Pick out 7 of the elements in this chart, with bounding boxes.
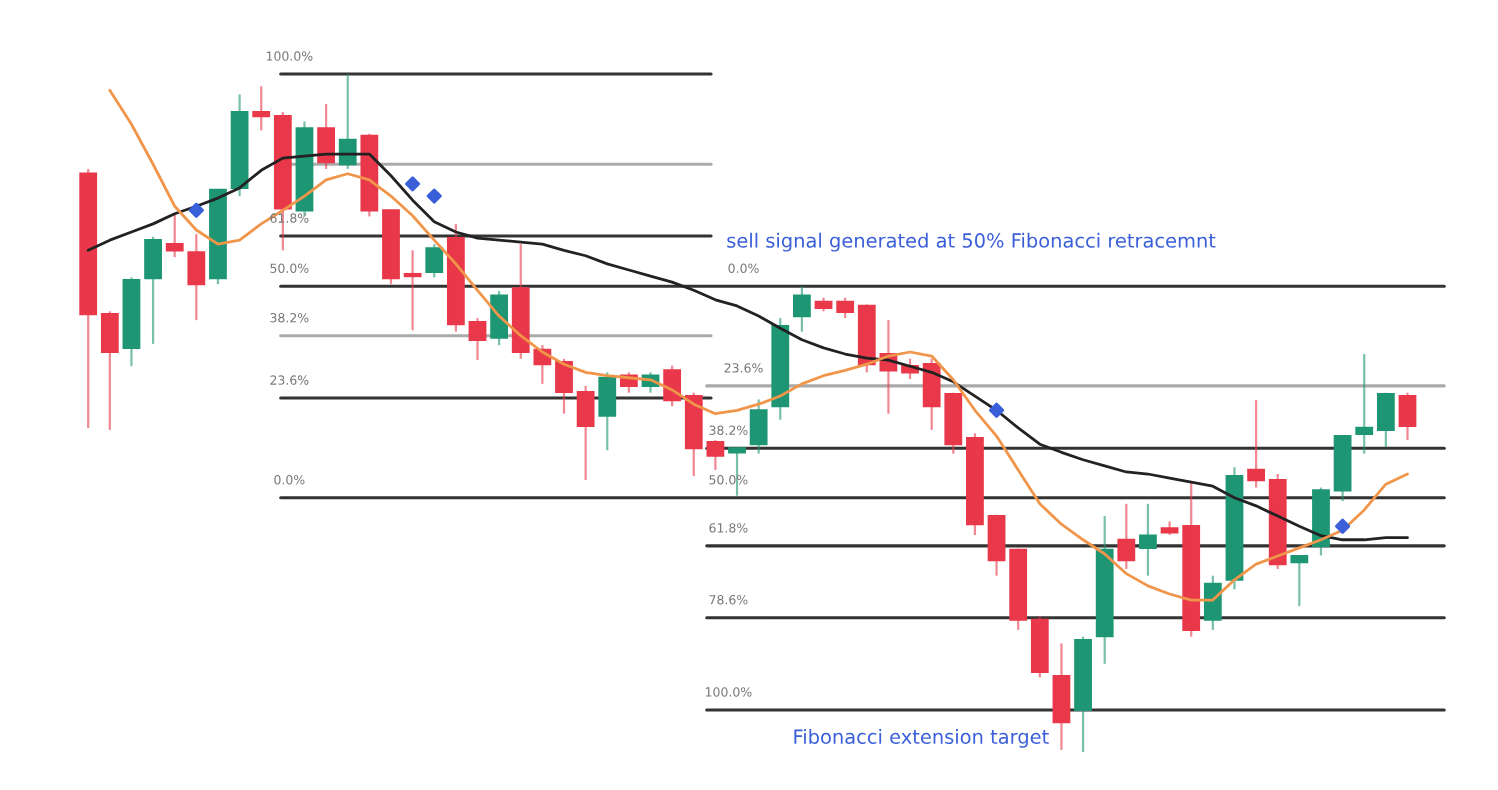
annotation: sell signal generated at 50% Fibonacci retracemnt: [727, 232, 1216, 252]
point: [405, 176, 421, 192]
annotation: Fibonacci extension target: [794, 728, 1049, 748]
point: [988, 402, 1005, 418]
point: [188, 202, 204, 218]
point: [426, 188, 442, 204]
point: [1335, 518, 1351, 534]
